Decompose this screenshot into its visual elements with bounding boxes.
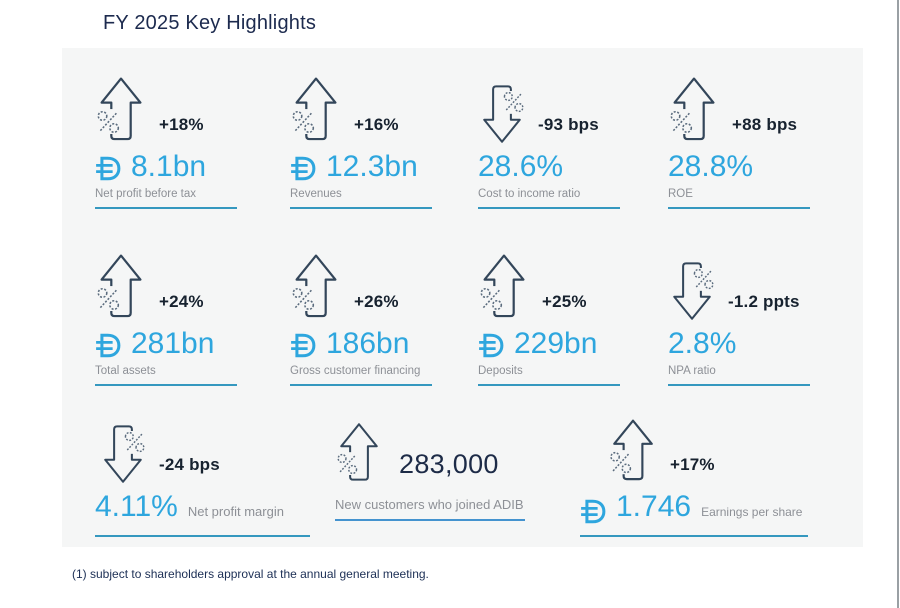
- metric-value: 229bn: [478, 328, 620, 360]
- metric-underline: [580, 535, 808, 537]
- metric-card-roe: +88 bps 28.8% ROE: [667, 74, 810, 209]
- metric-label: Net profit before tax: [95, 188, 196, 200]
- change-value: +17%: [670, 455, 715, 474]
- metric-value: 28.8%: [668, 151, 810, 183]
- percent-up-arrow-icon: [94, 74, 147, 146]
- metric-label: Earnings per share: [701, 505, 803, 519]
- metric-underline: [335, 519, 525, 521]
- metric-card-gross-financing: +26% 186bn Gross customer financing: [289, 251, 432, 386]
- metric-underline: [290, 384, 432, 386]
- metric-value: 283,000: [399, 449, 499, 479]
- metric-card-npa-ratio: -1.2 ppts 2.8% NPA ratio: [668, 251, 810, 386]
- metric-value-text: 186bn: [326, 327, 410, 360]
- metric-value: 12.3bn: [290, 151, 432, 183]
- page-title: FY 2025 Key Highlights: [103, 12, 317, 34]
- highlights-panel: +18% 8.1bn Net profit before tax +16% 12…: [62, 48, 863, 547]
- metric-value-text: 1.746: [616, 490, 692, 523]
- metric-card-eps: +17% 1.746 Earnings per share: [580, 416, 808, 537]
- metric-value: 2.8%: [668, 328, 810, 360]
- change-value: +88 bps: [732, 115, 798, 134]
- metric-card-revenues: +16% 12.3bn Revenues: [289, 74, 432, 209]
- metric-value: 8.1bn: [95, 151, 237, 183]
- metric-label: New customers who joined ADIB: [335, 497, 524, 512]
- metric-card-cost-income: -93 bps 28.6% Cost to income ratio: [478, 74, 620, 209]
- percent-down-arrow-icon: [99, 420, 147, 486]
- dirham-symbol-icon: [478, 333, 504, 358]
- metric-value-text: 281bn: [131, 327, 215, 360]
- metrics-row-2: +24% 281bn Total assets +26% 186bn Gross…: [94, 251, 810, 386]
- window-edge-line: [897, 0, 899, 608]
- metric-value-text: 8.1bn: [131, 150, 207, 183]
- metric-value: 28.6%: [478, 151, 620, 183]
- metrics-row-1: +18% 8.1bn Net profit before tax +16% 12…: [94, 74, 810, 209]
- change-value: -1.2 ppts: [728, 292, 800, 311]
- metric-label: Gross customer financing: [290, 365, 421, 377]
- metric-label: Cost to income ratio: [478, 188, 581, 200]
- change-value: +24%: [159, 292, 204, 311]
- metric-value: 4.11% Net profit margin: [95, 491, 310, 528]
- metric-underline: [668, 207, 810, 209]
- metric-value-text: 12.3bn: [326, 150, 418, 183]
- percent-up-arrow-icon: [477, 251, 530, 323]
- metric-underline: [478, 384, 620, 386]
- change-value: +25%: [542, 292, 587, 311]
- percent-down-arrow-icon: [668, 257, 716, 323]
- metric-underline: [478, 207, 620, 209]
- dirham-symbol-icon: [290, 156, 316, 181]
- metrics-row-3: -24 bps 4.11% Net profit margin 283,000 …: [95, 416, 808, 537]
- change-value: +16%: [354, 115, 399, 134]
- percent-up-arrow-icon: [94, 251, 147, 323]
- metric-label: Deposits: [478, 365, 523, 377]
- change-value: +26%: [354, 292, 399, 311]
- metric-value-text: 229bn: [514, 327, 598, 360]
- metric-value-text: 28.8%: [668, 150, 754, 183]
- metric-value: 281bn: [95, 328, 237, 360]
- metric-value: 1.746 Earnings per share: [580, 491, 808, 528]
- metric-label: Revenues: [290, 188, 342, 200]
- metric-underline: [95, 207, 237, 209]
- percent-up-arrow-icon: [667, 74, 720, 146]
- percent-down-arrow-icon: [478, 80, 526, 146]
- metric-label: NPA ratio: [668, 365, 716, 377]
- metric-underline: [668, 384, 810, 386]
- dirham-symbol-icon: [290, 333, 316, 358]
- metric-card-new-customers: 283,000 New customers who joined ADIB: [335, 416, 525, 537]
- percent-up-arrow-icon: [289, 74, 342, 146]
- metric-value: 186bn: [290, 328, 432, 360]
- metric-card-net-profit: +18% 8.1bn Net profit before tax: [94, 74, 237, 209]
- metric-value-text: 28.6%: [478, 150, 564, 183]
- metric-card-total-assets: +24% 281bn Total assets: [94, 251, 237, 386]
- dirham-symbol-icon: [95, 156, 121, 181]
- metric-underline: [95, 384, 237, 386]
- change-value: +18%: [159, 115, 204, 134]
- metric-underline: [95, 535, 310, 537]
- change-value: -24 bps: [159, 455, 220, 474]
- dirham-symbol-icon: [580, 499, 606, 523]
- metric-card-deposits: +25% 229bn Deposits: [477, 251, 620, 386]
- metric-label: Total assets: [95, 365, 156, 377]
- metric-label: ROE: [668, 188, 693, 200]
- metric-card-net-profit-margin: -24 bps 4.11% Net profit margin: [95, 416, 310, 537]
- percent-up-arrow-icon: [607, 416, 658, 486]
- metric-value-text: 2.8%: [668, 327, 737, 360]
- metric-underline: [290, 207, 432, 209]
- metric-label: Net profit margin: [187, 504, 284, 519]
- dirham-symbol-icon: [95, 333, 121, 358]
- percent-up-arrow-icon: [289, 251, 342, 323]
- footnote: (1) subject to shareholders approval at …: [72, 567, 429, 581]
- metric-value-text: 4.11%: [95, 490, 178, 523]
- percent-up-arrow-icon: [335, 420, 383, 486]
- change-value: -93 bps: [538, 115, 599, 134]
